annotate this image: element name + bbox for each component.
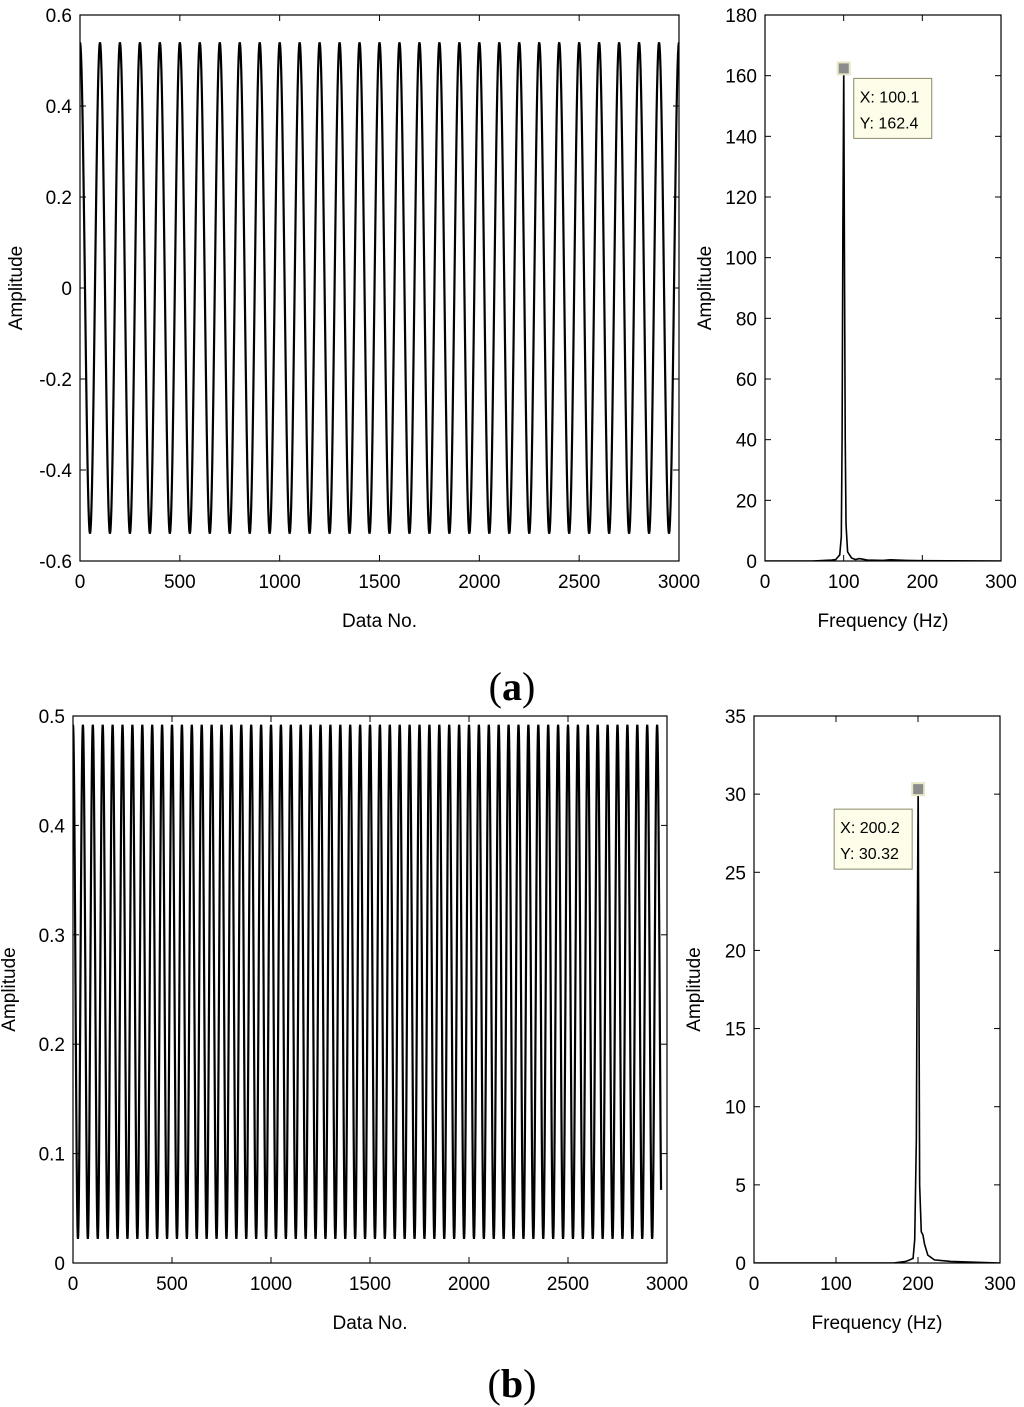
x-tick-label: 500 [156, 1274, 188, 1295]
y-tick-label: 10 [725, 1098, 746, 1119]
series-line-b-freq-0 [754, 789, 1000, 1263]
datatip-x-text: X: 200.2 [840, 820, 900, 837]
y-tick-label: 30 [725, 785, 746, 806]
y-tick-label: 35 [725, 707, 746, 728]
x-tick-label: 1500 [349, 1274, 391, 1295]
y-tick-label: 0 [746, 552, 757, 573]
chart-a-frequency-spectrum: 0 100 200 300 0 20 40 60 80 100 120 140 160 180 Freque… [695, 6, 1017, 632]
y-tick-label: 120 [725, 188, 757, 209]
y-tick-label: 0 [61, 279, 72, 300]
x-tick-label: 500 [164, 572, 196, 593]
x-axis-label: Data No. [342, 611, 417, 632]
y-tick-label: 15 [725, 1020, 746, 1041]
x-axis-label: Data No. [333, 1313, 408, 1334]
datatip-x-text: X: 100.1 [860, 89, 920, 106]
chart-b-frequency-spectrum: 0 100 200 300 0 5 10 15 20 25 30 35 Frequency (Hz) Am… [684, 707, 1016, 1334]
series-line-a-time-0 [80, 42, 679, 534]
panel-label-a: (a) [489, 664, 536, 709]
y-tick-label: 0.2 [39, 1035, 65, 1056]
x-tick-label: 0 [75, 572, 86, 593]
x-tick-label: 2000 [448, 1274, 490, 1295]
x-tick-label: 3000 [646, 1274, 688, 1295]
axes-frame-b-time [72, 715, 668, 1264]
y-axis-label: Amplitude [684, 947, 705, 1032]
y-axis-label: Amplitude [695, 246, 716, 331]
x-tick-label: 0 [760, 572, 771, 593]
datatip-y-text: Y: 162.4 [860, 115, 919, 132]
x-tick-label: 2500 [547, 1274, 589, 1295]
y-tick-label: 140 [725, 127, 757, 148]
y-tick-label: 0.4 [39, 816, 66, 837]
x-tick-label: 200 [902, 1274, 934, 1295]
y-tick-label: -0.4 [39, 461, 72, 482]
series-line-a-freq-0 [765, 68, 1001, 561]
y-tick-label: 25 [725, 863, 746, 884]
datatip-y-text: Y: 30.32 [840, 846, 899, 863]
datatip-box [833, 808, 913, 870]
x-tick-label: 1000 [250, 1274, 292, 1295]
axes-frame-a-time [79, 14, 680, 562]
y-tick-label: 60 [736, 370, 757, 391]
y-tick-label: 20 [736, 491, 757, 512]
x-tick-label: 3000 [658, 572, 700, 593]
x-axis-label: Frequency (Hz) [818, 611, 949, 632]
y-tick-label: 0.5 [39, 707, 65, 728]
y-tick-label: -0.6 [39, 552, 72, 573]
y-tick-label: 0 [54, 1254, 65, 1275]
y-axis-label: Amplitude [6, 246, 27, 331]
x-tick-label: 0 [749, 1274, 760, 1295]
y-tick-label: 5 [735, 1176, 746, 1197]
y-tick-label: 0 [735, 1254, 746, 1275]
x-axis-label: Frequency (Hz) [812, 1313, 943, 1334]
y-tick-label: -0.2 [39, 370, 72, 391]
x-tick-label: 2000 [458, 572, 500, 593]
y-tick-label: 80 [736, 309, 757, 330]
x-tick-label: 100 [828, 572, 860, 593]
x-tick-label: 1000 [259, 572, 301, 593]
y-tick-label: 0.4 [46, 97, 73, 118]
panel-b: 0 500 1000 1500 2000 2500 300000.10.20.30.40.5… [0, 707, 1016, 1406]
panel-label-b: (b) [488, 1361, 537, 1406]
datatip-marker[interactable] [836, 61, 851, 76]
y-tick-label: 180 [725, 6, 757, 27]
y-tick-label: 160 [725, 67, 757, 88]
x-tick-label: 100 [820, 1274, 852, 1295]
x-tick-label: 300 [985, 572, 1017, 593]
x-tick-label: 200 [906, 572, 938, 593]
y-tick-label: 100 [725, 249, 757, 270]
series-line-b-time-0 [73, 724, 663, 1240]
panel-a: 0 500 1000 1500 2000 2500 3000-0.6-0.4-0.200.2… [6, 6, 1017, 709]
y-axis-label: Amplitude [0, 947, 20, 1032]
x-tick-label: 0 [68, 1274, 79, 1295]
datatip-marker[interactable] [911, 782, 926, 797]
chart-a-time-domain: 0 500 1000 1500 2000 2500 3000 -0.6 -0.4 -0.2 0 0.2… [6, 6, 700, 632]
axes-frame-b-freq [753, 715, 1001, 1264]
axes-frame-a-freq [764, 14, 1002, 562]
x-tick-label: 1500 [358, 572, 400, 593]
y-tick-label: 40 [736, 431, 757, 452]
y-tick-label: 0.3 [39, 926, 65, 947]
y-tick-label: 20 [725, 941, 746, 962]
x-tick-label: 2500 [558, 572, 600, 593]
x-tick-label: 300 [984, 1274, 1016, 1295]
datatip-box [853, 77, 933, 139]
y-tick-label: 0.1 [39, 1145, 65, 1166]
chart-b-time-domain: 0 500 1000 1500 2000 2500 3000 0 0.1 0.2 0.3 0.4 0.5… [0, 707, 688, 1334]
y-tick-label: 0.2 [46, 188, 72, 209]
y-tick-label: 0.6 [46, 6, 72, 27]
